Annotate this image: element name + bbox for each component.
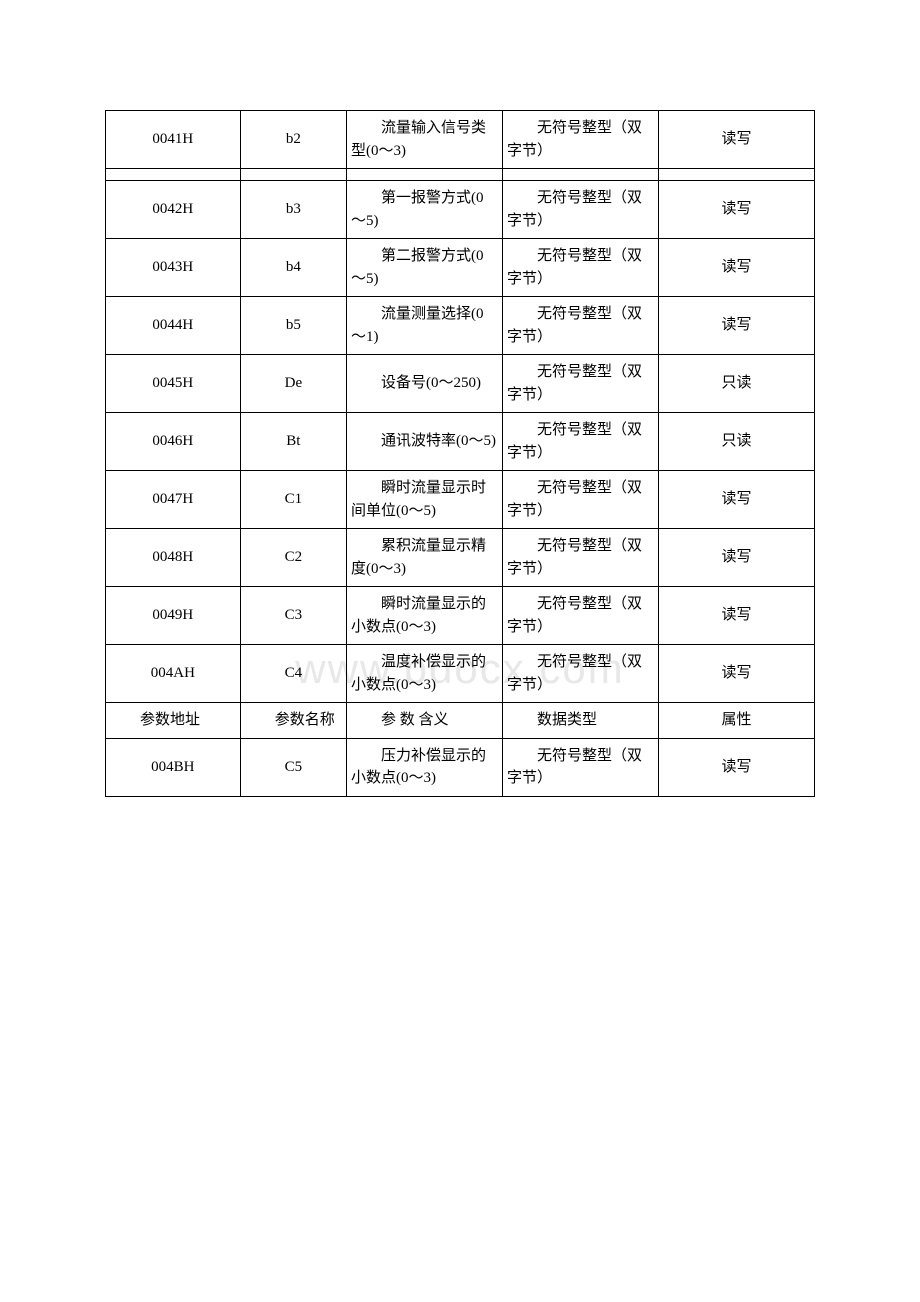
- cell-data-type: 无符号整型（双字节）: [503, 529, 659, 587]
- register-parameter-table: 0041H b2 流量输入信号类型(0～3) 无符号整型（双字节） 读写 004…: [105, 110, 815, 797]
- cell-address: 0043H: [106, 239, 241, 297]
- cell-attribute: 只读: [658, 355, 814, 413]
- cell-data-type: 无符号整型（双字节）: [503, 239, 659, 297]
- spacer-cell: [658, 169, 814, 181]
- table-row: 0047H C1 瞬时流量显示时间单位(0～5) 无符号整型（双字节） 读写: [106, 471, 815, 529]
- spacer-cell: [347, 169, 503, 181]
- cell-meaning: 流量输入信号类型(0～3): [347, 111, 503, 169]
- table-row: 0043H b4 第二报警方式(0～5) 无符号整型（双字节） 读写: [106, 239, 815, 297]
- cell-param-name: Bt: [240, 413, 346, 471]
- cell-attribute: 读写: [658, 738, 814, 796]
- cell-attribute: 读写: [658, 645, 814, 703]
- cell-address: 0047H: [106, 471, 241, 529]
- cell-meaning: 第二报警方式(0～5): [347, 239, 503, 297]
- cell-meaning: 瞬时流量显示时间单位(0～5): [347, 471, 503, 529]
- cell-param-name: C3: [240, 587, 346, 645]
- header-address: 参数地址: [106, 703, 241, 739]
- table-row: 0041H b2 流量输入信号类型(0～3) 无符号整型（双字节） 读写: [106, 111, 815, 169]
- cell-address: 0041H: [106, 111, 241, 169]
- cell-param-name: b4: [240, 239, 346, 297]
- cell-param-name: C5: [240, 738, 346, 796]
- cell-address: 0044H: [106, 297, 241, 355]
- cell-data-type: 无符号整型（双字节）: [503, 471, 659, 529]
- cell-data-type: 无符号整型（双字节）: [503, 413, 659, 471]
- header-attribute: 属性: [658, 703, 814, 739]
- cell-meaning: 累积流量显示精度(0～3): [347, 529, 503, 587]
- cell-address: 004BH: [106, 738, 241, 796]
- cell-attribute: 读写: [658, 587, 814, 645]
- table-spacer-row: [106, 169, 815, 181]
- table-row: 0044H b5 流量测量选择(0～1) 无符号整型（双字节） 读写: [106, 297, 815, 355]
- table-row: 0042H b3 第一报警方式(0～5) 无符号整型（双字节） 读写: [106, 181, 815, 239]
- cell-meaning: 压力补偿显示的小数点(0～3): [347, 738, 503, 796]
- header-meaning: 参 数 含义: [347, 703, 503, 739]
- cell-attribute: 读写: [658, 297, 814, 355]
- table-container: 0041H b2 流量输入信号类型(0～3) 无符号整型（双字节） 读写 004…: [105, 110, 815, 797]
- spacer-cell: [503, 169, 659, 181]
- cell-param-name: C1: [240, 471, 346, 529]
- cell-address: 0048H: [106, 529, 241, 587]
- cell-attribute: 读写: [658, 471, 814, 529]
- spacer-cell: [240, 169, 346, 181]
- cell-address: 0042H: [106, 181, 241, 239]
- cell-meaning: 通讯波特率(0～5): [347, 413, 503, 471]
- cell-data-type: 无符号整型（双字节）: [503, 297, 659, 355]
- cell-data-type: 无符号整型（双字节）: [503, 355, 659, 413]
- cell-meaning: 瞬时流量显示的小数点(0～3): [347, 587, 503, 645]
- cell-data-type: 无符号整型（双字节）: [503, 645, 659, 703]
- cell-meaning: 温度补偿显示的小数点(0～3): [347, 645, 503, 703]
- table-row: 0046H Bt 通讯波特率(0～5) 无符号整型（双字节） 只读: [106, 413, 815, 471]
- cell-meaning: 设备号(0～250): [347, 355, 503, 413]
- cell-attribute: 读写: [658, 239, 814, 297]
- table-row: 0048H C2 累积流量显示精度(0～3) 无符号整型（双字节） 读写: [106, 529, 815, 587]
- cell-param-name: b2: [240, 111, 346, 169]
- spacer-cell: [106, 169, 241, 181]
- header-data-type: 数据类型: [503, 703, 659, 739]
- cell-data-type: 无符号整型（双字节）: [503, 738, 659, 796]
- cell-attribute: 读写: [658, 111, 814, 169]
- cell-meaning: 第一报警方式(0～5): [347, 181, 503, 239]
- header-param-name: 参数名称: [240, 703, 346, 739]
- cell-attribute: 读写: [658, 181, 814, 239]
- cell-address: 0049H: [106, 587, 241, 645]
- table-row: 004BH C5 压力补偿显示的小数点(0～3) 无符号整型（双字节） 读写: [106, 738, 815, 796]
- table-row: 0049H C3 瞬时流量显示的小数点(0～3) 无符号整型（双字节） 读写: [106, 587, 815, 645]
- cell-meaning: 流量测量选择(0～1): [347, 297, 503, 355]
- cell-address: 0045H: [106, 355, 241, 413]
- table-row: 0045H De 设备号(0～250) 无符号整型（双字节） 只读: [106, 355, 815, 413]
- cell-param-name: De: [240, 355, 346, 413]
- cell-data-type: 无符号整型（双字节）: [503, 181, 659, 239]
- cell-data-type: 无符号整型（双字节）: [503, 587, 659, 645]
- table-row: 004AH C4 温度补偿显示的小数点(0～3) 无符号整型（双字节） 读写: [106, 645, 815, 703]
- cell-param-name: b3: [240, 181, 346, 239]
- cell-data-type: 无符号整型（双字节）: [503, 111, 659, 169]
- cell-attribute: 读写: [658, 529, 814, 587]
- table-header-row: 参数地址 参数名称 参 数 含义 数据类型 属性: [106, 703, 815, 739]
- cell-param-name: C2: [240, 529, 346, 587]
- cell-address: 0046H: [106, 413, 241, 471]
- cell-param-name: b5: [240, 297, 346, 355]
- cell-param-name: C4: [240, 645, 346, 703]
- cell-address: 004AH: [106, 645, 241, 703]
- cell-attribute: 只读: [658, 413, 814, 471]
